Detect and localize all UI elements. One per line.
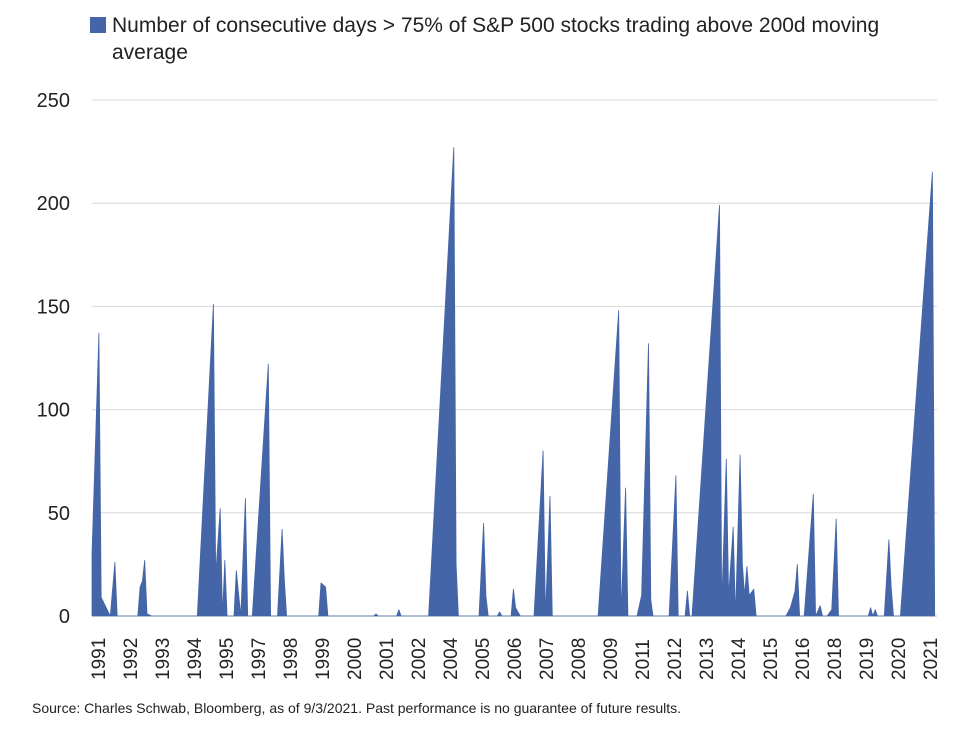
- x-tick-label: 2005: [473, 638, 494, 680]
- x-tick-label: 2016: [793, 638, 814, 680]
- source-note: Source: Charles Schwab, Bloomberg, as of…: [32, 700, 682, 716]
- y-tick-label: 100: [37, 400, 70, 422]
- x-tick-label: 1997: [249, 638, 270, 680]
- x-tick-label: 2012: [665, 638, 686, 680]
- x-tick-label: 1992: [121, 638, 142, 680]
- x-tick-label: 2007: [537, 638, 558, 680]
- x-tick-label: 2014: [729, 637, 750, 680]
- x-tick-label: 2018: [825, 638, 846, 680]
- x-tick-label: 1998: [281, 638, 302, 680]
- x-tick-label: 2004: [441, 637, 462, 680]
- x-tick-label: 1991: [89, 638, 110, 680]
- x-tick-label: 2002: [409, 638, 430, 680]
- y-tick-label: 200: [37, 193, 70, 215]
- x-tick-label: 2011: [633, 639, 654, 680]
- y-tick-label: 150: [37, 296, 70, 318]
- y-tick-label: 50: [48, 503, 70, 525]
- x-tick-label: 2021: [921, 638, 942, 680]
- x-axis: 1991 1992 1993 1994 1995 1997 1998 1999 2000 2001…: [89, 637, 942, 680]
- x-tick-label: 2015: [761, 638, 782, 680]
- x-tick-label: 1993: [153, 638, 174, 680]
- y-tick-label: 250: [37, 90, 70, 112]
- area-series-0: [91, 147, 936, 617]
- data-series: [91, 147, 936, 617]
- legend-label: Number of consecutive days > 75% of S&P …: [112, 14, 880, 64]
- x-tick-label: 2008: [569, 638, 590, 680]
- legend-swatch: [90, 17, 106, 33]
- x-tick-label: 2013: [697, 638, 718, 680]
- x-tick-label: 1999: [313, 638, 334, 680]
- x-tick-label: 2000: [345, 638, 366, 680]
- x-tick-label: 2009: [601, 638, 622, 680]
- x-tick-label: 2020: [889, 638, 910, 680]
- x-tick-label: 1994: [185, 637, 206, 680]
- x-tick-label: 2006: [505, 638, 526, 680]
- x-tick-label: 2019: [857, 638, 878, 680]
- y-tick-label: 0: [59, 606, 70, 628]
- x-tick-label: 2001: [377, 638, 398, 680]
- x-tick-label: 1995: [217, 638, 238, 680]
- y-axis: 0 50 100 150 200 250: [37, 90, 70, 628]
